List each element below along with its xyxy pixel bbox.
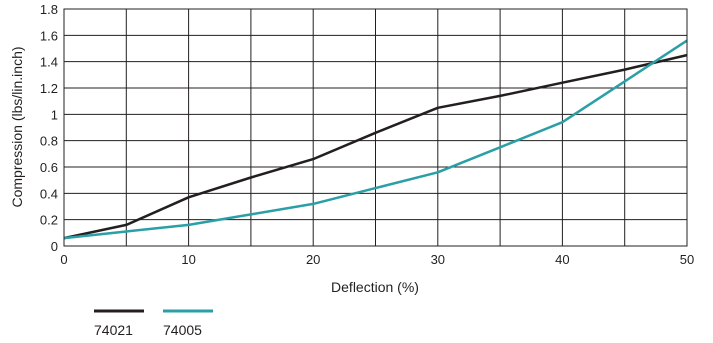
y-tick-label: 0.4 — [40, 186, 58, 201]
plot-frame — [63, 8, 688, 247]
x-axis-label: Deflection (%) — [331, 279, 419, 295]
legend: 74021 74005 — [94, 309, 213, 338]
series-line-74021 — [63, 53, 688, 240]
x-axis-ticks: 0 10 20 30 40 50 — [60, 252, 694, 267]
legend-label-74021: 74021 — [94, 322, 133, 338]
legend-label-74005: 74005 — [163, 322, 202, 338]
y-tick-label: 1.2 — [40, 81, 58, 96]
x-tick-label: 50 — [680, 252, 694, 267]
x-tick-label: 20 — [306, 252, 320, 267]
series-lines — [63, 39, 688, 240]
y-tick-label: 1.6 — [40, 28, 58, 43]
y-tick-label: 0 — [51, 239, 58, 254]
series-line-74005 — [63, 39, 688, 240]
y-tick-label: 0.8 — [40, 134, 58, 149]
x-tick-label: 10 — [181, 252, 195, 267]
y-tick-label: 0.2 — [40, 213, 58, 228]
x-tick-label: 30 — [431, 252, 445, 267]
y-tick-label: 1 — [51, 107, 58, 122]
y-tick-label: 0.6 — [40, 160, 58, 175]
x-tick-label: 40 — [555, 252, 569, 267]
y-axis-label: Compression (lbs/lin.inch) — [9, 46, 25, 207]
y-tick-label: 1.8 — [40, 2, 58, 17]
x-tick-label: 0 — [60, 252, 67, 267]
y-axis-ticks: 0 0.2 0.4 0.6 0.8 1 1.2 1.4 1.6 1.8 — [40, 2, 58, 254]
y-tick-label: 1.4 — [40, 55, 58, 70]
